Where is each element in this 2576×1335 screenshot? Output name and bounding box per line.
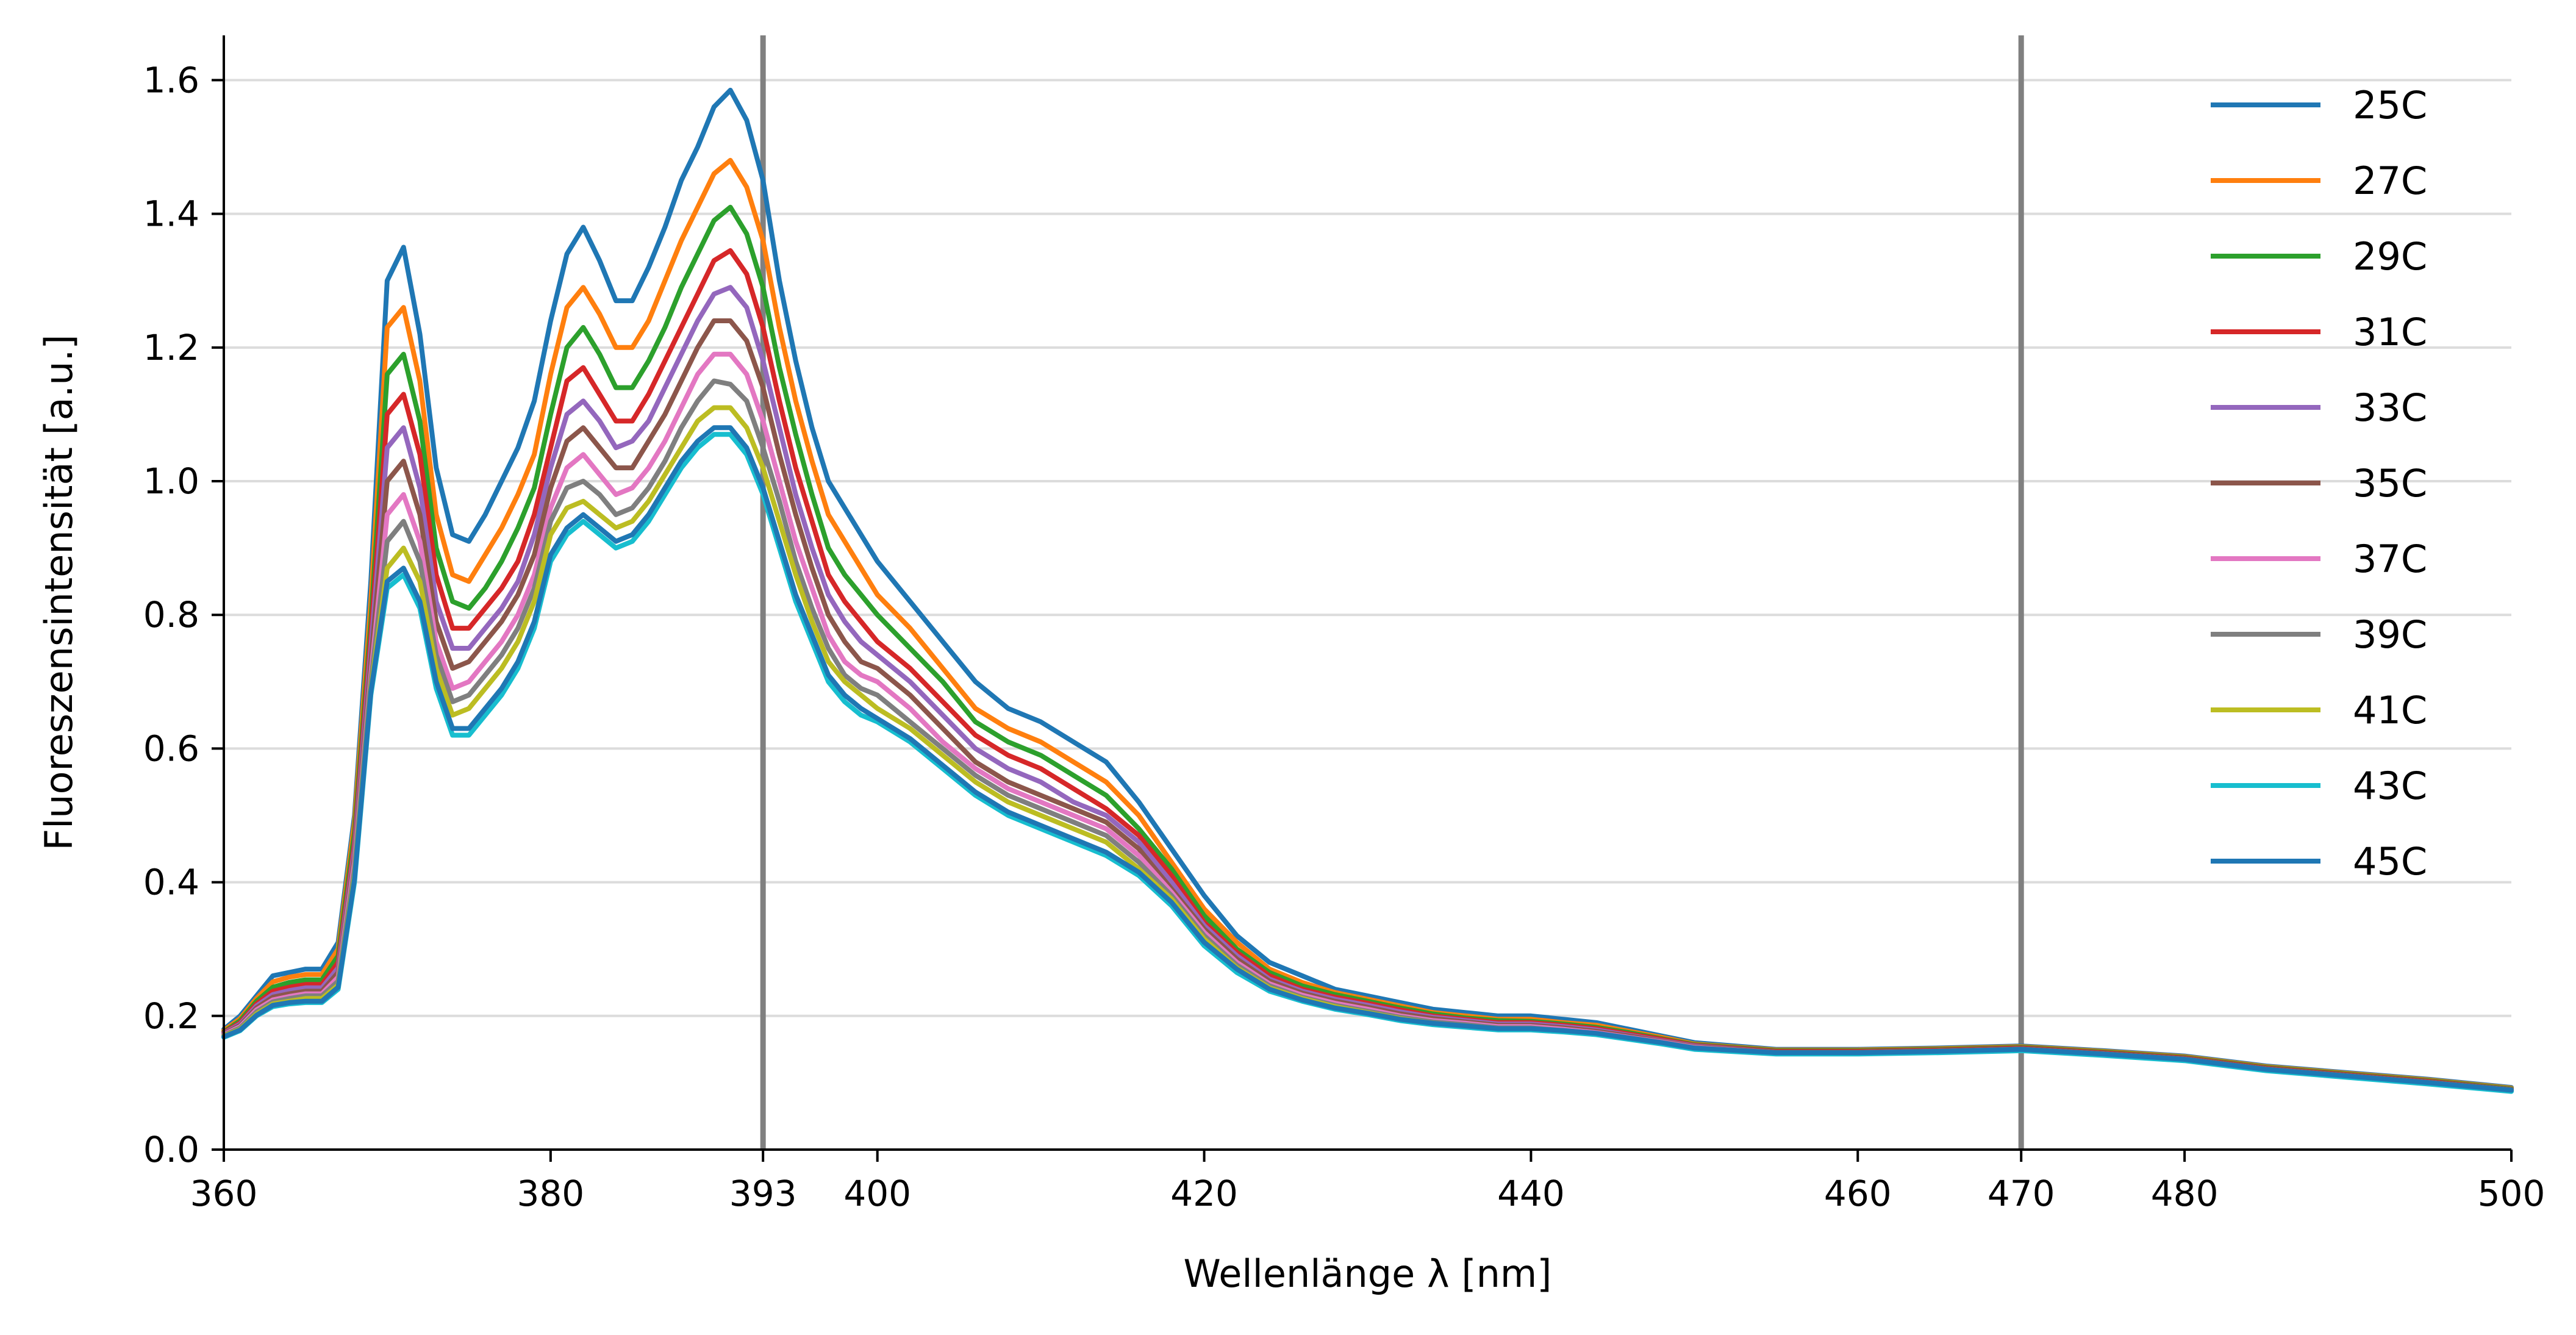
x-tick-label-1: 380 xyxy=(517,1173,584,1214)
series-lines xyxy=(221,87,2514,1094)
grid-lines xyxy=(224,79,2511,1017)
y-axis-label: Fluoreszensintensität [a.u.] xyxy=(37,334,81,850)
x-tick-label-6: 460 xyxy=(1824,1173,1892,1214)
series-line-45C xyxy=(221,425,2514,1093)
series-line-25C xyxy=(221,87,2514,1090)
legend-label-37C: 37C xyxy=(2353,537,2427,581)
x-tick-label-8: 480 xyxy=(2151,1173,2219,1214)
y-tick-label-4: 0.8 xyxy=(143,594,199,635)
legend-label-31C: 31C xyxy=(2353,310,2427,354)
axes xyxy=(223,35,2511,1151)
legend-label-35C: 35C xyxy=(2353,461,2427,506)
y-tick-label-2: 0.4 xyxy=(143,862,199,903)
x-tick-label-7: 470 xyxy=(1987,1173,2055,1214)
x-axis-label: Wellenlänge λ [nm] xyxy=(1184,1251,1552,1296)
x-tick-label-0: 360 xyxy=(190,1173,258,1214)
legend-label-41C: 41C xyxy=(2353,688,2427,732)
legend-label-33C: 33C xyxy=(2353,385,2427,430)
series-line-43C xyxy=(221,432,2514,1094)
x-tick-label-9: 500 xyxy=(2478,1173,2546,1214)
legend-label-43C: 43C xyxy=(2353,764,2427,808)
series-line-31C xyxy=(221,248,2514,1092)
x-tick-label-2: 393 xyxy=(729,1173,797,1214)
legend-label-39C: 39C xyxy=(2353,612,2427,657)
x-ticks: 360 380 393 400 420 440 460 470 480 500 xyxy=(190,1150,2546,1214)
legend-label-29C: 29C xyxy=(2353,234,2427,279)
y-tick-label-1: 0.2 xyxy=(143,995,199,1037)
y-ticks: 0.0 0.2 0.4 0.6 0.8 1.0 1.2 1.4 1.6 xyxy=(143,59,224,1170)
legend-label-25C: 25C xyxy=(2353,83,2427,127)
reference-lines xyxy=(760,35,2024,1150)
x-tick-label-3: 400 xyxy=(843,1173,911,1214)
x-tick-label-4: 420 xyxy=(1170,1173,1238,1214)
series-line-39C xyxy=(221,378,2514,1093)
series-line-35C xyxy=(221,318,2514,1092)
legend-label-45C: 45C xyxy=(2353,839,2427,884)
series-line-37C xyxy=(221,351,2514,1093)
y-tick-label-7: 1.4 xyxy=(143,193,199,235)
series-line-29C xyxy=(221,204,2514,1092)
y-tick-label-6: 1.2 xyxy=(143,327,199,368)
y-tick-label-0: 0.0 xyxy=(143,1129,199,1170)
y-tick-label-8: 1.6 xyxy=(143,59,199,101)
series-line-33C xyxy=(221,285,2514,1092)
y-tick-label-5: 1.0 xyxy=(143,460,199,502)
series-line-27C xyxy=(221,157,2514,1091)
legend-label-27C: 27C xyxy=(2353,159,2427,203)
x-tick-label-5: 440 xyxy=(1497,1173,1565,1214)
y-tick-label-3: 0.6 xyxy=(143,728,199,769)
legend: 25C 27C 29C 31C 33C 35C 37C 39C 41C 43C 45C xyxy=(2211,83,2427,884)
